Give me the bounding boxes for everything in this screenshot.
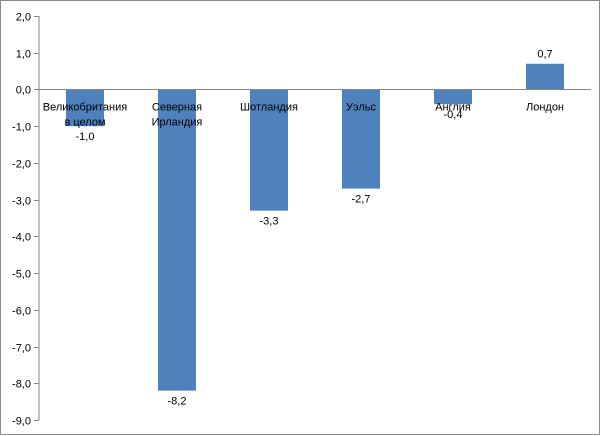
y-tick-label: -6,0: [12, 306, 31, 318]
y-tick-label: 1,0: [16, 49, 31, 61]
labels-layer: -1,0 Великобритания в целом -8,2 Северная Ирл…: [43, 49, 564, 408]
data-label: -2,7: [352, 194, 371, 206]
y-tick-label: -1,0: [12, 122, 31, 134]
category-label: Уэльс: [346, 101, 377, 113]
y-tick-label: -9,0: [12, 416, 31, 428]
category-label: Шотландия: [240, 101, 298, 113]
y-tick-label: 2,0: [16, 12, 31, 24]
y-tick-label: -3,0: [12, 196, 31, 208]
y-tick-label: -5,0: [12, 269, 31, 281]
y-tick-label: 0,0: [16, 85, 31, 97]
category-label: Великобритания: [43, 101, 128, 113]
axis-layer: 2,0 1,0 0,0 -1,0 -2,0 -3,0 -4,0 -5,0 -6,0 -7,0 -8,…: [12, 12, 591, 428]
data-label: -0,4: [444, 109, 463, 121]
category-label: Англия: [435, 101, 471, 113]
data-label: -8,2: [168, 396, 187, 408]
y-tick-label: -8,0: [12, 379, 31, 391]
category-label: Лондон: [526, 101, 564, 113]
bar: [158, 89, 196, 391]
bar: [342, 89, 380, 189]
category-label: Северная: [152, 101, 202, 113]
y-tick-label: -2,0: [12, 159, 31, 171]
bars-layer: [66, 63, 564, 391]
bar: [434, 89, 472, 105]
category-label: в целом: [64, 116, 105, 128]
data-label: -1,0: [76, 131, 95, 143]
y-tick-label: -7,0: [12, 343, 31, 355]
bar: [250, 89, 288, 211]
data-label: -3,3: [260, 216, 279, 228]
bar: [66, 89, 104, 127]
y-tick-label: -4,0: [12, 232, 31, 244]
data-label: 0,7: [537, 49, 552, 61]
bar: [526, 63, 564, 90]
category-label: Ирландия: [152, 116, 203, 128]
